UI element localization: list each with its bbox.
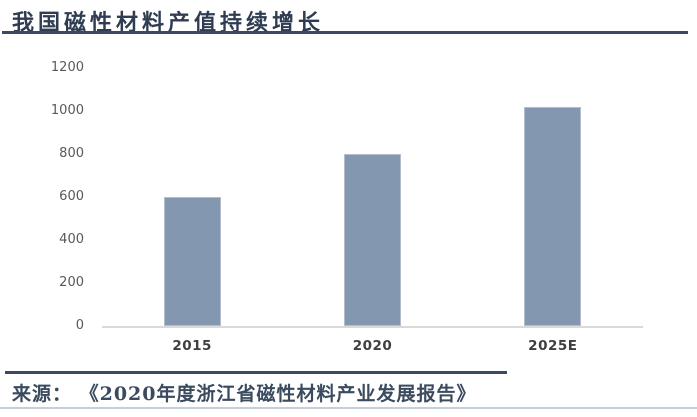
title-divider [2, 31, 688, 34]
y-tick-label: 800 [59, 145, 84, 161]
y-tick-label: 400 [59, 231, 84, 247]
y-tick-label: 1200 [50, 59, 84, 75]
bar-2025E [524, 107, 582, 326]
source-citation: 来源： 《2020年度浙江省磁性材料产业发展报告》 [12, 383, 477, 405]
x-tick-label-2025E: 2025E [528, 338, 578, 354]
y-tick-label: 0 [75, 318, 84, 333]
footer-divider [5, 371, 507, 374]
bottom-border [0, 407, 697, 409]
y-tick-label: 600 [59, 188, 84, 204]
bar-2020 [344, 153, 401, 326]
bar-2015 [163, 196, 221, 326]
y-tick-label: 200 [59, 274, 84, 290]
x-tick-label-2020: 2020 [352, 338, 393, 354]
y-tick-label: 1000 [50, 102, 84, 118]
x-tick-label-2015: 2015 [172, 338, 212, 354]
x-axis-line [102, 326, 643, 328]
